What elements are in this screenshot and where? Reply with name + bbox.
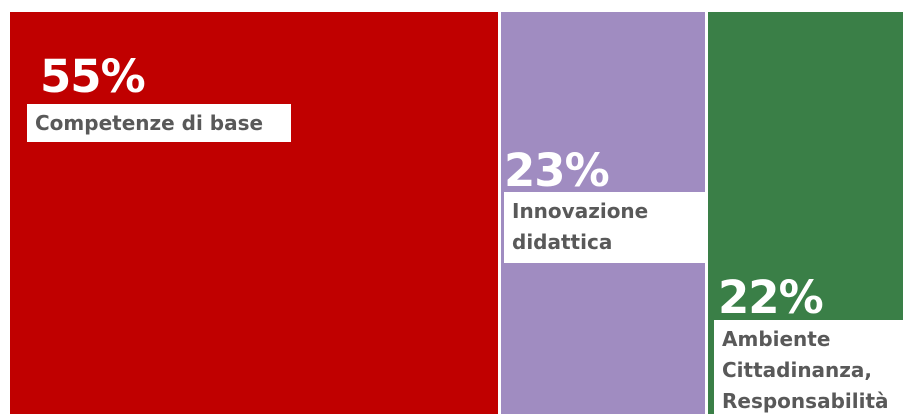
tile-competenze-di-base: 55% Competenze di base <box>10 12 498 414</box>
tile-innovazione-didattica: 23% Innovazione didattica <box>501 12 705 414</box>
percent-label-ambiente-cittadinanza-responsabilita: 22% <box>718 271 824 324</box>
percent-label-competenze-di-base: 55% <box>40 50 146 103</box>
percent-label-innovazione-didattica: 23% <box>504 144 610 197</box>
category-label-ambiente-cittadinanza-responsabilita: Ambiente Cittadinanza, Responsabilità <box>714 320 903 414</box>
tile-ambiente-cittadinanza-responsabilita: 22% Ambiente Cittadinanza, Responsabilit… <box>708 12 903 414</box>
category-label-innovazione-didattica: Innovazione didattica <box>504 192 705 263</box>
category-label-competenze-di-base: Competenze di base <box>27 104 291 142</box>
